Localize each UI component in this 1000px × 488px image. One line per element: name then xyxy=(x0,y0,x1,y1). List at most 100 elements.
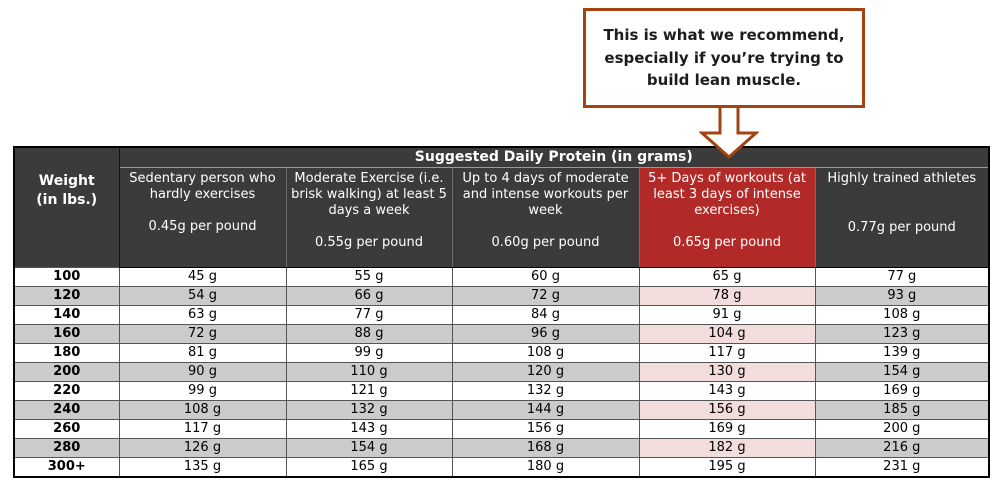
value-cell: 169 g xyxy=(638,418,816,439)
column-header: Sedentary person who hardly exercises 0.4… xyxy=(118,167,286,268)
value-cell: 168 g xyxy=(451,437,640,458)
value-cell: 63 g xyxy=(118,304,287,325)
value-cell: 93 g xyxy=(814,285,990,306)
value-cell: 200 g xyxy=(814,418,990,439)
column-header: Moderate Exercise (i.e. brisk walking) a… xyxy=(285,167,452,268)
table-row: 280 126 g 154 g 168 g 182 g 216 g xyxy=(13,437,990,458)
value-cell: 45 g xyxy=(118,266,287,287)
value-cell: 91 g xyxy=(638,304,816,325)
value-cell: 185 g xyxy=(814,399,990,420)
rate-per-pound-label: 0.60g per pound xyxy=(491,234,600,250)
value-cell: 180 g xyxy=(451,456,640,477)
value-cell: 108 g xyxy=(814,304,990,325)
down-arrow-shape xyxy=(699,107,759,159)
value-cell: 117 g xyxy=(118,418,287,439)
value-cell: 72 g xyxy=(451,285,640,306)
column-header: 5+ Days of workouts (at least 3 days of … xyxy=(638,167,815,268)
value-cell: 90 g xyxy=(118,361,287,382)
value-cell: 169 g xyxy=(814,380,990,401)
value-cell: 96 g xyxy=(451,323,640,344)
weight-cell: 120 xyxy=(13,285,120,306)
value-cell: 54 g xyxy=(118,285,287,306)
value-cell: 60 g xyxy=(451,266,640,287)
value-cell: 65 g xyxy=(638,266,816,287)
recommendation-callout: This is what we recommend, especially if… xyxy=(583,8,865,108)
value-cell: 77 g xyxy=(285,304,453,325)
weight-cell: 280 xyxy=(13,437,120,458)
column-title: Highly trained athletes xyxy=(827,170,977,186)
value-cell: 231 g xyxy=(814,456,990,477)
table-title: Suggested Daily Protein (in grams) xyxy=(119,147,990,168)
value-cell: 108 g xyxy=(118,399,287,420)
value-cell: 126 g xyxy=(118,437,287,458)
weight-cell: 260 xyxy=(13,418,120,439)
weight-cell: 100 xyxy=(13,266,120,287)
value-cell: 121 g xyxy=(285,380,453,401)
column-title: Up to 4 days of moderate and intense wor… xyxy=(462,170,629,218)
down-arrow-icon xyxy=(699,107,759,159)
rate-per-pound-label: 0.55g per pound xyxy=(315,234,423,250)
value-cell: 77 g xyxy=(814,266,990,287)
rate-per-pound-label: 0.77g per pound xyxy=(847,219,956,235)
value-cell: 130 g xyxy=(638,361,816,382)
column-header-row: Sedentary person who hardly exercises 0.4… xyxy=(14,167,990,268)
weight-cell: 220 xyxy=(13,380,120,401)
value-cell: 132 g xyxy=(285,399,453,420)
weight-cell: 300+ xyxy=(13,456,120,477)
value-cell: 139 g xyxy=(814,342,990,363)
protein-table-container: Weight (in lbs.) Suggested Daily Protein… xyxy=(13,146,991,478)
weight-cell: 180 xyxy=(13,342,120,363)
weight-cell: 200 xyxy=(13,361,120,382)
column-header: Up to 4 days of moderate and intense wor… xyxy=(451,167,639,268)
value-cell: 78 g xyxy=(638,285,816,306)
table-row: 140 63 g 77 g 84 g 91 g 108 g xyxy=(13,304,990,325)
table-body: 100 45 g 55 g 60 g 65 g 77 g 120 54 g 66 g 72 g 78… xyxy=(13,266,990,477)
rate-per-pound-label: 0.65g per pound xyxy=(673,234,781,250)
value-cell: 55 g xyxy=(285,266,453,287)
column-title: 5+ Days of workouts (at least 3 days of … xyxy=(648,170,806,218)
table-row: 220 99 g 121 g 132 g 143 g 169 g xyxy=(13,380,990,401)
value-cell: 156 g xyxy=(451,418,640,439)
value-cell: 132 g xyxy=(451,380,640,401)
value-cell: 108 g xyxy=(451,342,640,363)
value-cell: 88 g xyxy=(285,323,453,344)
value-cell: 99 g xyxy=(118,380,287,401)
value-cell: 156 g xyxy=(638,399,816,420)
value-cell: 99 g xyxy=(285,342,453,363)
weight-cell: 140 xyxy=(13,304,120,325)
table-row: 100 45 g 55 g 60 g 65 g 77 g xyxy=(13,266,990,287)
value-cell: 165 g xyxy=(285,456,453,477)
value-cell: 123 g xyxy=(814,323,990,344)
table-row: 240 108 g 132 g 144 g 156 g 185 g xyxy=(13,399,990,420)
column-header: Highly trained athletes 0.77g per pound xyxy=(814,167,990,268)
table-row: 300+ 135 g 165 g 180 g 195 g 231 g xyxy=(13,456,990,477)
weight-cell: 240 xyxy=(13,399,120,420)
table-title-row: Weight (in lbs.) Suggested Daily Protein… xyxy=(14,147,990,267)
value-cell: 84 g xyxy=(451,304,640,325)
value-cell: 66 g xyxy=(285,285,453,306)
value-cell: 143 g xyxy=(638,380,816,401)
column-title: Sedentary person who hardly exercises xyxy=(129,170,276,202)
callout-text: This is what we recommend, especially if… xyxy=(603,26,845,90)
column-title: Moderate Exercise (i.e. brisk walking) a… xyxy=(291,170,447,218)
table-row: 200 90 g 110 g 120 g 130 g 154 g xyxy=(13,361,990,382)
weight-cell: 160 xyxy=(13,323,120,344)
value-cell: 182 g xyxy=(638,437,816,458)
value-cell: 195 g xyxy=(638,456,816,477)
value-cell: 120 g xyxy=(451,361,640,382)
value-cell: 144 g xyxy=(451,399,640,420)
weight-column-header: Weight (in lbs.) xyxy=(14,147,120,267)
table-row: 160 72 g 88 g 96 g 104 g 123 g xyxy=(13,323,990,344)
value-cell: 117 g xyxy=(638,342,816,363)
value-cell: 154 g xyxy=(814,361,990,382)
protein-table: Weight (in lbs.) Suggested Daily Protein… xyxy=(13,146,991,478)
table-row: 180 81 g 99 g 108 g 117 g 139 g xyxy=(13,342,990,363)
value-cell: 110 g xyxy=(285,361,453,382)
value-cell: 104 g xyxy=(638,323,816,344)
table-row: 260 117 g 143 g 156 g 169 g 200 g xyxy=(13,418,990,439)
table-row: 120 54 g 66 g 72 g 78 g 93 g xyxy=(13,285,990,306)
value-cell: 81 g xyxy=(118,342,287,363)
value-cell: 216 g xyxy=(814,437,990,458)
value-cell: 72 g xyxy=(118,323,287,344)
value-cell: 143 g xyxy=(285,418,453,439)
